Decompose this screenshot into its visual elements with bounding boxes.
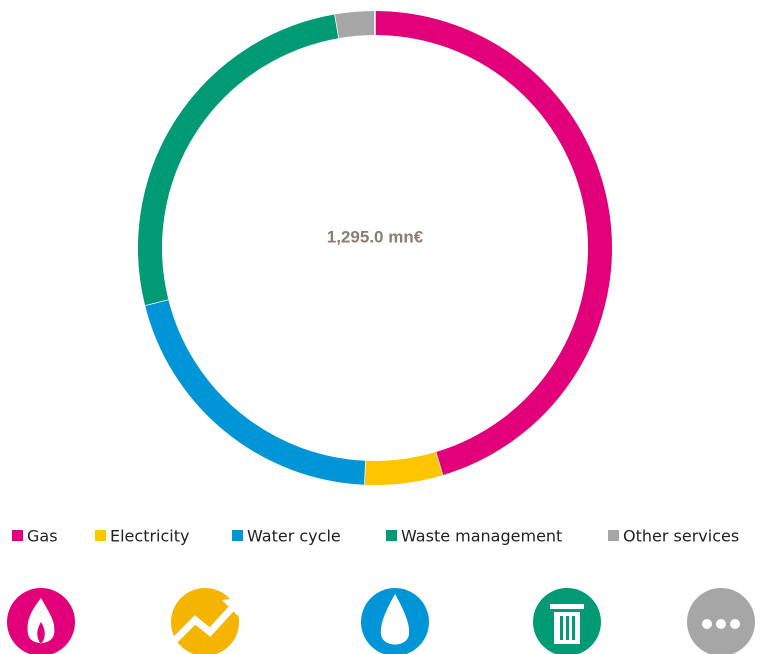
waste-lid <box>550 604 584 609</box>
legend-swatch <box>12 530 23 541</box>
legend-swatch <box>95 530 106 541</box>
waste-line <box>572 616 575 640</box>
water-glyph <box>380 594 410 645</box>
electricity-arrow <box>222 598 240 616</box>
other-dot <box>716 619 726 629</box>
other-dot <box>702 619 712 629</box>
electricity-glyph <box>172 605 235 643</box>
legend-label: Water cycle <box>247 527 341 546</box>
legend-label: Electricity <box>110 527 189 546</box>
other-dot <box>730 619 740 629</box>
waste-line <box>560 616 563 640</box>
legend-swatch <box>608 530 619 541</box>
donut-segment <box>374 11 612 476</box>
legend-label: Other services <box>623 527 739 546</box>
legend-swatch <box>386 530 397 541</box>
icons <box>7 588 755 654</box>
center-label: 1,295.0 mn€ <box>327 227 424 246</box>
legend-label: Waste management <box>401 527 562 546</box>
donut-segment <box>145 299 366 485</box>
legend-swatch <box>232 530 243 541</box>
donut-segment <box>138 14 340 306</box>
legend-label: Gas <box>27 527 58 546</box>
gas-glyph <box>27 598 55 644</box>
electricity-icon <box>171 588 239 654</box>
donut-segment <box>364 452 443 485</box>
waste-line <box>566 616 569 640</box>
donut-segment <box>334 11 376 39</box>
